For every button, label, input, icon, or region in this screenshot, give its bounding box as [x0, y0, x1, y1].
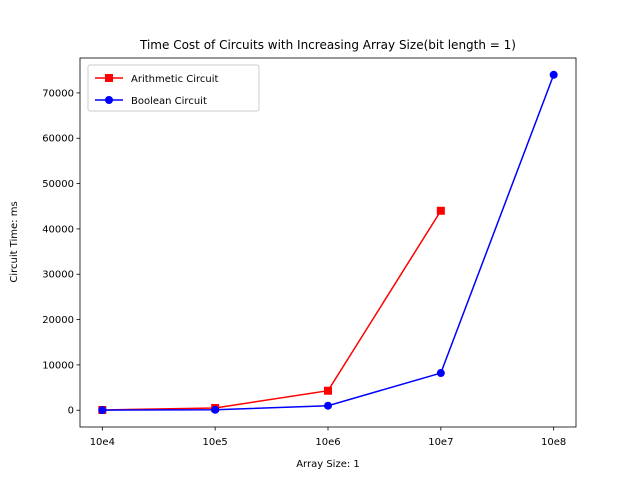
arithmetic-circuit-point [436, 206, 445, 215]
x-tick-label: 10e6 [315, 437, 340, 448]
boolean-circuit-point [549, 70, 558, 79]
y-tick-label: 70000 [42, 88, 74, 99]
x-tick-label: 10e4 [90, 437, 115, 448]
y-tick-label: 40000 [42, 224, 74, 235]
x-tick-label: 10e7 [428, 437, 453, 448]
plot-area: 0 10000 20000 30000 40000 50000 60000 70000 10e4… [42, 57, 577, 448]
y-tick-label: 20000 [42, 315, 74, 326]
legend-label-arithmetic-circuit: Arithmetic Circuit [131, 74, 219, 85]
legend-marker-boolean-circuit [105, 96, 113, 104]
x-tick-label: 10e8 [541, 437, 566, 448]
legend-marker-arithmetic-circuit [105, 74, 113, 82]
x-tick-label: 10e5 [203, 437, 228, 448]
arithmetic-circuit-point [324, 386, 332, 395]
arithmetic-circuit-line [102, 210, 442, 411]
chart-title: Time Cost of Circuits with Increasing Ar… [139, 38, 516, 52]
boolean-circuit-point [436, 369, 445, 378]
y-axis-label: Circuit Time: ms [9, 201, 20, 282]
axes-frame [79, 57, 577, 428]
y-tick-label: 30000 [42, 270, 74, 281]
x-axis-label: Array Size: 1 [296, 459, 360, 470]
legend-box [87, 64, 260, 112]
y-tick-label: 60000 [42, 134, 74, 145]
boolean-circuit-point [324, 401, 332, 410]
boolean-circuit-point [211, 405, 220, 414]
boolean-circuit-point [98, 406, 107, 415]
legend-label-boolean-circuit: Boolean Circuit [131, 96, 207, 107]
y-tick-label: 50000 [42, 179, 74, 190]
y-tick-label: 0 [68, 406, 74, 417]
y-tick-label: 10000 [42, 360, 74, 371]
